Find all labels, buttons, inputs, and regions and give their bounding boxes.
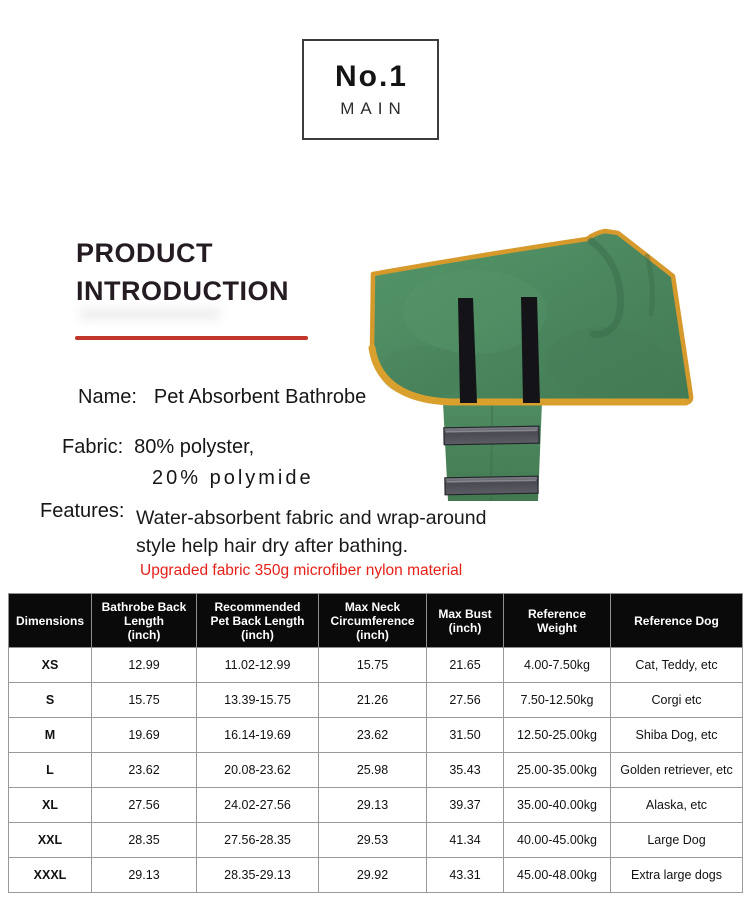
size-chart-cell: Shiba Dog, etc	[610, 717, 743, 753]
size-chart-cell: 29.53	[318, 822, 427, 858]
size-chart-cell: 29.13	[91, 857, 197, 893]
product-photo-bathrobe	[368, 228, 694, 501]
size-chart-cell: XS	[8, 647, 92, 683]
size-chart-cell: S	[8, 682, 92, 718]
reflective-strip	[444, 475, 539, 496]
size-chart-cell: 27.56	[91, 787, 197, 823]
name-label: Name:	[78, 386, 137, 408]
size-chart-header-cell: Max Neck Circumference (inch)	[318, 593, 427, 648]
size-chart-table: Dimensions Bathrobe Back Length (inch) Rec…	[8, 593, 743, 893]
name-value: Pet Absorbent Bathrobe	[153, 386, 367, 408]
table-row: XS 12.99 11.02-12.99 15.75 21.65 4.00-7.50kg C…	[8, 647, 743, 683]
size-chart-cell: XXL	[8, 822, 92, 858]
fabric-label: Fabric:	[62, 436, 124, 458]
size-chart-header-row: Dimensions Bathrobe Back Length (inch) Rec…	[8, 593, 743, 648]
size-chart-cell: Extra large dogs	[610, 857, 743, 893]
size-chart-cell: 31.50	[426, 717, 504, 753]
size-chart-header-cell: Reference Weight	[503, 593, 611, 648]
size-chart-cell: 41.34	[426, 822, 504, 858]
size-chart-cell: 35.43	[426, 752, 504, 788]
size-chart-cell: 12.50-25.00kg	[503, 717, 611, 753]
size-chart-header-cell: Max Bust (inch)	[426, 593, 504, 648]
size-chart-cell: 28.35-29.13	[196, 857, 319, 893]
name-row: Name: Pet Absorbent Bathrobe	[78, 386, 366, 409]
size-chart-cell: 29.92	[318, 857, 427, 893]
size-chart-cell: 20.08-23.62	[196, 752, 319, 788]
table-row: XL 27.56 24.02-27.56 29.13 39.37 35.00-40.00k…	[8, 787, 743, 823]
size-chart-cell: XL	[8, 787, 92, 823]
size-chart-cell: 19.69	[91, 717, 197, 753]
hem-trim	[368, 344, 690, 406]
size-chart-cell: 25.98	[318, 752, 427, 788]
size-chart-cell: 28.35	[91, 822, 197, 858]
size-chart-cell: Large Dog	[610, 822, 743, 858]
size-chart-cell: Alaska, etc	[610, 787, 743, 823]
table-row: M 19.69 16.14-19.69 23.62 31.50 12.50-25.00kg…	[8, 717, 743, 753]
size-chart-cell: 7.50-12.50kg	[503, 682, 611, 718]
table-row: XXL 28.35 27.56-28.35 29.53 41.34 40.00-45.00…	[8, 822, 743, 858]
size-chart-body: XS 12.99 11.02-12.99 15.75 21.65 4.00-7.50kg C…	[8, 647, 743, 893]
size-chart-cell: 35.00-40.00kg	[503, 787, 611, 823]
features-line1: Water-absorbent fabric and wrap-around	[136, 507, 487, 529]
size-chart-header-cell: Recommended Pet Back Length (inch)	[196, 593, 319, 648]
table-row: L 23.62 20.08-23.62 25.98 35.43 25.00-35.00kg…	[8, 752, 743, 788]
size-chart-cell: Cat, Teddy, etc	[610, 647, 743, 683]
size-chart-cell: 16.14-19.69	[196, 717, 319, 753]
badge-label: MAIN	[340, 99, 407, 118]
size-chart-cell: 23.62	[91, 752, 197, 788]
size-chart-cell: Golden retriever, etc	[610, 752, 743, 788]
features-label: Features:	[40, 500, 125, 522]
velcro-strap	[521, 297, 540, 403]
size-chart-cell: 15.75	[318, 647, 427, 683]
main-badge: No.1 MAIN	[302, 39, 439, 140]
fabric-row: Fabric: 80% polyster,	[62, 436, 254, 459]
size-chart-cell: 43.31	[426, 857, 504, 893]
size-chart-cell: 39.37	[426, 787, 504, 823]
size-chart-header-cell: Dimensions	[8, 593, 92, 648]
page-title: PRODUCT INTRODUCTION	[76, 234, 289, 310]
robe-body	[368, 228, 694, 406]
size-chart-cell: XXXL	[8, 857, 92, 893]
page-title-line2: INTRODUCTION	[76, 276, 289, 306]
size-chart-cell: 40.00-45.00kg	[503, 822, 611, 858]
size-chart-cell: 24.02-27.56	[196, 787, 319, 823]
size-chart-cell: 13.39-15.75	[196, 682, 319, 718]
features-text: Water-absorbent fabric and wrap-around s…	[136, 504, 486, 560]
size-chart-cell: Corgi etc	[610, 682, 743, 718]
size-chart-cell: M	[8, 717, 92, 753]
heading-ghost-smudge	[80, 308, 220, 320]
size-chart-cell: 25.00-35.00kg	[503, 752, 611, 788]
size-chart-header-cell: Bathrobe Back Length (inch)	[91, 593, 197, 648]
belly-band	[443, 402, 542, 501]
features-line2: style help hair dry after bathing.	[136, 535, 409, 557]
size-chart-cell: 23.62	[318, 717, 427, 753]
size-chart-cell: L	[8, 752, 92, 788]
collar-fold-shadow	[587, 237, 625, 338]
size-chart-cell: 21.65	[426, 647, 504, 683]
size-chart-cell: 27.56-28.35	[196, 822, 319, 858]
reflective-strip	[443, 425, 540, 446]
size-chart-cell: 4.00-7.50kg	[503, 647, 611, 683]
size-chart-cell: 12.99	[91, 647, 197, 683]
size-chart-cell: 15.75	[91, 682, 197, 718]
size-chart-cell: 45.00-48.00kg	[503, 857, 611, 893]
size-chart-header-cell: Reference Dog	[610, 593, 743, 648]
table-row: S 15.75 13.39-15.75 21.26 27.56 7.50-12.50kg C…	[8, 682, 743, 718]
size-chart-cell: 21.26	[318, 682, 427, 718]
red-divider-rule	[75, 336, 308, 340]
velcro-strap	[458, 298, 477, 403]
fabric-value-line1: 80% polyster,	[134, 436, 255, 458]
badge-number: No.1	[334, 60, 408, 93]
size-chart-cell: 27.56	[426, 682, 504, 718]
upgrade-note: Upgraded fabric 350g microfiber nylon ma…	[140, 562, 463, 579]
size-chart-cell: 11.02-12.99	[196, 647, 319, 683]
size-chart-header: Dimensions Bathrobe Back Length (inch) Rec…	[8, 593, 743, 648]
fabric-value-line2: 20% polymide	[152, 467, 314, 489]
page-title-line1: PRODUCT	[76, 238, 213, 268]
table-row: XXXL 29.13 28.35-29.13 29.92 43.31 45.00-48.0…	[8, 857, 743, 893]
size-chart-cell: 29.13	[318, 787, 427, 823]
